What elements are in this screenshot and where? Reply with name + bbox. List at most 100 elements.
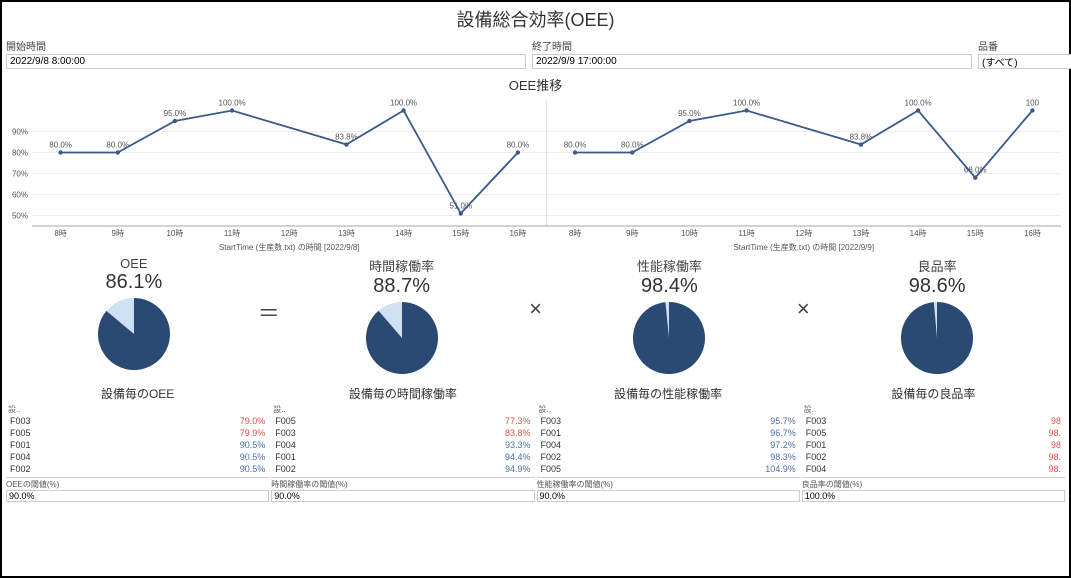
- kpi-pie: [364, 300, 440, 376]
- svg-text:60%: 60%: [12, 191, 28, 200]
- threshold-0: OEEの閾値(%): [6, 477, 269, 502]
- svg-text:StartTime (生産数.txt) の時間 [2022/: StartTime (生産数.txt) の時間 [2022/9/9]: [733, 242, 874, 252]
- filter-end-input[interactable]: [532, 54, 972, 69]
- kpi-1: 時間稼働率88.7%: [278, 256, 526, 381]
- svg-text:15時: 15時: [452, 229, 469, 238]
- kpi-value: 98.4%: [546, 275, 794, 298]
- kpi-0: OEE86.1%: [10, 256, 258, 377]
- row-value: 98.: [1048, 427, 1061, 439]
- svg-text:83.8%: 83.8%: [335, 133, 358, 142]
- svg-text:14時: 14時: [910, 229, 927, 238]
- kpi-pie: [96, 296, 172, 372]
- row-value: 90.5%: [240, 451, 266, 463]
- kpi-value: 98.6%: [813, 275, 1061, 298]
- table-row[interactable]: F00395.7%: [537, 415, 800, 427]
- row-name: F002: [275, 463, 296, 475]
- filter-start-input[interactable]: [6, 54, 526, 69]
- kpi-value: 86.1%: [10, 271, 258, 294]
- svg-text:11時: 11時: [738, 229, 754, 238]
- kpi-row: OEE86.1%＝時間稼働率88.7%×性能稼働率98.4%×良品率98.6%: [2, 254, 1069, 381]
- table-row[interactable]: F00198: [802, 439, 1065, 451]
- table-row[interactable]: F00493.3%: [271, 439, 534, 451]
- svg-text:100.0%: 100.0%: [905, 99, 932, 108]
- kpi-pie: [631, 300, 707, 376]
- svg-text:50%: 50%: [12, 212, 28, 221]
- svg-text:9時: 9時: [626, 229, 638, 238]
- threshold-input[interactable]: [537, 490, 800, 502]
- table-row[interactable]: F002 94.9%: [271, 463, 534, 475]
- threshold-label: 性能稼働率の閾値(%): [537, 477, 800, 490]
- table-row[interactable]: F00398: [802, 415, 1065, 427]
- svg-text:13時: 13時: [852, 229, 869, 238]
- row-name: F004: [806, 463, 827, 475]
- kpi-title: 性能稼働率: [546, 256, 794, 275]
- row-value: 90.5%: [240, 439, 266, 451]
- svg-text:100: 100: [1026, 99, 1040, 108]
- table-row[interactable]: F005 77.3%: [271, 415, 534, 427]
- equipment-table-2: 設備毎の性能稼働率設..F00395.7%F00196.7%F00497.2%F…: [537, 385, 800, 475]
- svg-text:9時: 9時: [112, 229, 124, 238]
- table-header: 設..: [271, 404, 534, 415]
- row-value: 96.7%: [770, 427, 796, 439]
- threshold-row: OEEの閾値(%)時間稼働率の閾値(%)性能稼働率の閾値(%)良品率の閾値(%): [2, 475, 1069, 502]
- row-value: 83.8%: [505, 427, 531, 439]
- row-value: 90.5%: [240, 463, 266, 475]
- row-name: F001: [275, 451, 296, 463]
- svg-text:14時: 14時: [395, 229, 412, 238]
- svg-text:15時: 15時: [967, 229, 984, 238]
- row-value: 98.: [1048, 451, 1061, 463]
- svg-text:68.0%: 68.0%: [964, 166, 987, 175]
- filter-product-input[interactable]: [978, 54, 1071, 69]
- row-value: 94.9%: [505, 463, 531, 475]
- svg-text:13時: 13時: [338, 229, 355, 238]
- table-row[interactable]: F00379.0%: [6, 415, 269, 427]
- row-value: 94.4%: [505, 451, 531, 463]
- filter-end-label: 終了時間: [532, 38, 972, 53]
- threshold-input[interactable]: [271, 490, 534, 502]
- table-row[interactable]: F005104.9%: [537, 463, 800, 475]
- table-row[interactable]: F002 98.: [802, 451, 1065, 463]
- table-row[interactable]: F00490.5%: [6, 451, 269, 463]
- svg-text:StartTime (生産数.txt) の時間 [2022/: StartTime (生産数.txt) の時間 [2022/9/8]: [219, 242, 360, 252]
- kpi-3: 良品率98.6%: [813, 256, 1061, 381]
- row-name: F002: [806, 451, 827, 463]
- page-title: 設備総合効率(OEE): [2, 2, 1069, 38]
- table-row[interactable]: F00579.9%: [6, 427, 269, 439]
- table-row[interactable]: F00298.3%: [537, 451, 800, 463]
- svg-text:80%: 80%: [12, 149, 28, 158]
- svg-text:83.8%: 83.8%: [850, 133, 873, 142]
- threshold-input[interactable]: [802, 490, 1065, 502]
- table-row[interactable]: F00498.: [802, 463, 1065, 475]
- table-title: 設備毎の時間稼働率: [271, 385, 534, 402]
- filter-end: 終了時間: [532, 38, 972, 69]
- table-row[interactable]: F00196.7%: [537, 427, 800, 439]
- table-row[interactable]: F00497.2%: [537, 439, 800, 451]
- row-value: 77.3%: [505, 415, 531, 427]
- table-row[interactable]: F00190.5%: [6, 439, 269, 451]
- row-value: 97.2%: [770, 439, 796, 451]
- kpi-title: OEE: [10, 256, 258, 271]
- svg-text:51.0%: 51.0%: [449, 201, 472, 210]
- svg-text:10時: 10時: [166, 229, 183, 238]
- row-name: F005: [275, 415, 296, 427]
- threshold-2: 性能稼働率の閾値(%): [537, 477, 800, 502]
- table-row[interactable]: F00383.8%: [271, 427, 534, 439]
- svg-text:70%: 70%: [12, 170, 28, 179]
- trend-chart: 50%60%70%80%90%8時9時10時11時12時13時14時15時16時…: [2, 94, 1069, 254]
- row-value: 98: [1051, 415, 1061, 427]
- table-header: 設..: [6, 404, 269, 415]
- table-row[interactable]: F00598.: [802, 427, 1065, 439]
- svg-text:100.0%: 100.0%: [733, 99, 760, 108]
- table-row[interactable]: F00290.5%: [6, 463, 269, 475]
- kpi-value: 88.7%: [278, 275, 526, 298]
- kpi-pie: [899, 300, 975, 376]
- filter-product-label: 品番: [978, 38, 1071, 53]
- equipment-table-3: 設備毎の良品率設..F00398F00598.F00198F00298.F004…: [802, 385, 1065, 475]
- filter-start-label: 開始時間: [6, 38, 526, 53]
- threshold-input[interactable]: [6, 490, 269, 502]
- filter-bar: 開始時間 終了時間 品番: [2, 38, 1069, 73]
- table-title: 設備毎のOEE: [6, 385, 269, 402]
- svg-text:12時: 12時: [281, 229, 298, 238]
- tables-row: 設備毎のOEE設..F00379.0%F00579.9%F00190.5%F00…: [2, 381, 1069, 475]
- table-row[interactable]: F001 94.4%: [271, 451, 534, 463]
